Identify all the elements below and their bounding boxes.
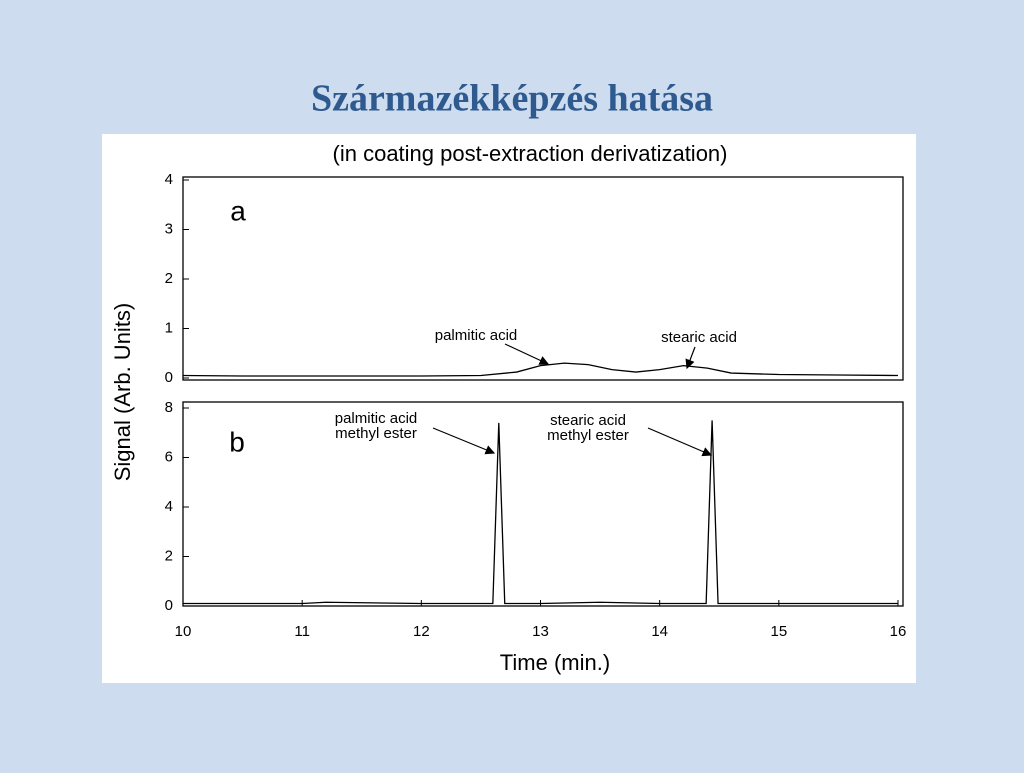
arrows bbox=[432, 343, 713, 457]
signal-line bbox=[183, 420, 898, 605]
x-tick-label: 16 bbox=[890, 623, 907, 640]
annotation: palmitic acid bbox=[435, 327, 518, 344]
y-tick-label: 2 bbox=[165, 270, 173, 287]
y-tick-label: 6 bbox=[165, 448, 173, 465]
y-tick-label: 1 bbox=[165, 319, 173, 336]
figure-title: (in coating post-extraction derivatizati… bbox=[333, 141, 728, 166]
annotation: stearic acid bbox=[550, 412, 626, 429]
y-tick-label: 8 bbox=[165, 399, 173, 416]
arrow bbox=[432, 427, 496, 455]
slide-title: Származékképzés hatása bbox=[311, 78, 713, 120]
annotation: methyl ester bbox=[547, 427, 629, 444]
annotation: palmitic acid bbox=[335, 410, 418, 427]
x-tick-label: 10 bbox=[175, 623, 192, 640]
x-axis-label: Time (min.) bbox=[500, 650, 610, 675]
panel-label: a bbox=[230, 195, 246, 226]
annotation: methyl ester bbox=[335, 425, 417, 442]
x-tick-label: 15 bbox=[770, 623, 787, 640]
x-tick-label: 12 bbox=[413, 623, 430, 640]
arrow bbox=[504, 343, 550, 365]
y-tick-label: 2 bbox=[165, 547, 173, 564]
y-tick-label: 3 bbox=[165, 220, 173, 237]
y-tick-label: 0 bbox=[165, 597, 173, 614]
figure-background bbox=[102, 134, 916, 683]
panel-label: b bbox=[229, 426, 245, 457]
y-tick-label: 4 bbox=[165, 498, 173, 515]
y-axis-label: Signal (Arb. Units) bbox=[110, 303, 135, 482]
x-tick-label: 14 bbox=[651, 623, 668, 640]
x-tick-label: 11 bbox=[294, 623, 310, 640]
y-tick-label: 4 bbox=[165, 171, 173, 188]
y-tick-label: 0 bbox=[165, 369, 173, 386]
plot-frame bbox=[182, 401, 904, 607]
x-tick-label: 13 bbox=[532, 623, 549, 640]
arrow bbox=[647, 427, 713, 457]
arrow bbox=[685, 346, 696, 370]
annotation: stearic acid bbox=[661, 329, 737, 346]
signal-line bbox=[182, 362, 899, 377]
